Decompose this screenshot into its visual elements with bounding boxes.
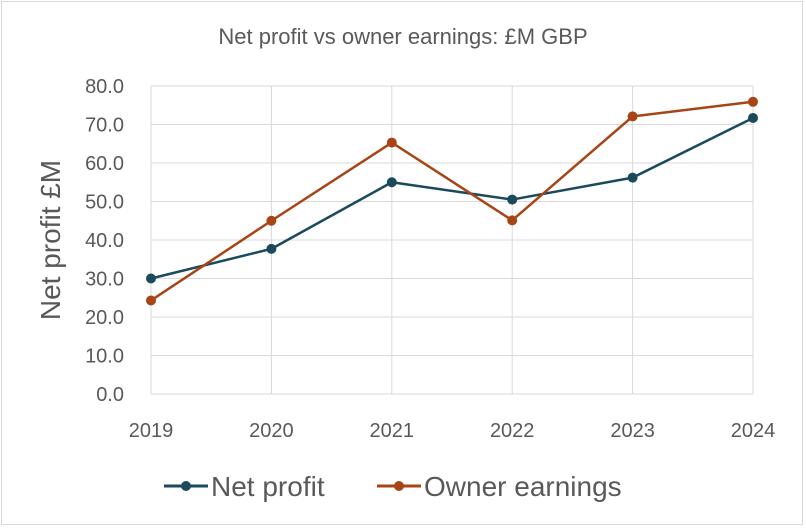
y-tick-label: 20.0 xyxy=(85,307,124,329)
legend-item-owner-earnings: Owner earnings xyxy=(377,471,622,502)
x-tick-label: 2024 xyxy=(731,420,776,442)
y-tick-label: 30.0 xyxy=(85,269,124,291)
data-point xyxy=(748,112,758,123)
legend-label-net-profit: Net profit xyxy=(211,471,325,502)
series-line-owner-earnings xyxy=(150,100,754,302)
data-point xyxy=(146,273,156,284)
legend-label-owner-earnings: Owner earnings xyxy=(424,471,622,502)
x-axis-ticks: 2019 2020 2021 2022 2023 2024 xyxy=(129,420,776,442)
y-tick-label: 50.0 xyxy=(85,192,124,214)
data-point xyxy=(507,194,518,205)
legend-swatch-marker xyxy=(181,481,191,491)
x-tick-label: 2021 xyxy=(370,420,415,442)
data-point xyxy=(266,215,277,226)
data-point xyxy=(627,172,638,183)
y-axis-label: Net profit £M xyxy=(35,160,66,320)
series-points xyxy=(146,96,758,306)
data-point xyxy=(507,215,518,226)
series-lines xyxy=(150,100,754,302)
y-tick-label: 60.0 xyxy=(85,153,124,175)
data-point xyxy=(627,111,638,122)
legend-item-net-profit: Net profit xyxy=(164,471,325,502)
series-line-net-profit xyxy=(150,116,754,280)
data-point xyxy=(748,96,758,107)
y-tick-label: 10.0 xyxy=(85,346,124,368)
x-tick-label: 2020 xyxy=(249,420,294,442)
x-tick-label: 2019 xyxy=(129,420,174,442)
data-point xyxy=(386,177,397,188)
legend: Net profit Owner earnings xyxy=(164,471,622,502)
data-point xyxy=(266,243,277,254)
gridlines xyxy=(150,85,754,395)
y-tick-label: 40.0 xyxy=(85,230,124,252)
y-tick-label: 70.0 xyxy=(85,115,124,137)
y-axis-ticks: 0.0 10.0 20.0 30.0 40.0 50.0 60.0 70.0 80.0 xyxy=(85,76,124,406)
data-point xyxy=(146,295,156,306)
x-tick-label: 2022 xyxy=(490,420,535,442)
data-point xyxy=(386,137,397,148)
y-tick-label: 0.0 xyxy=(96,384,124,406)
legend-swatch-marker xyxy=(394,481,404,491)
x-tick-label: 2023 xyxy=(610,420,655,442)
y-tick-label: 80.0 xyxy=(85,76,124,98)
chart-title: Net profit vs owner earnings: £M GBP xyxy=(218,24,587,49)
